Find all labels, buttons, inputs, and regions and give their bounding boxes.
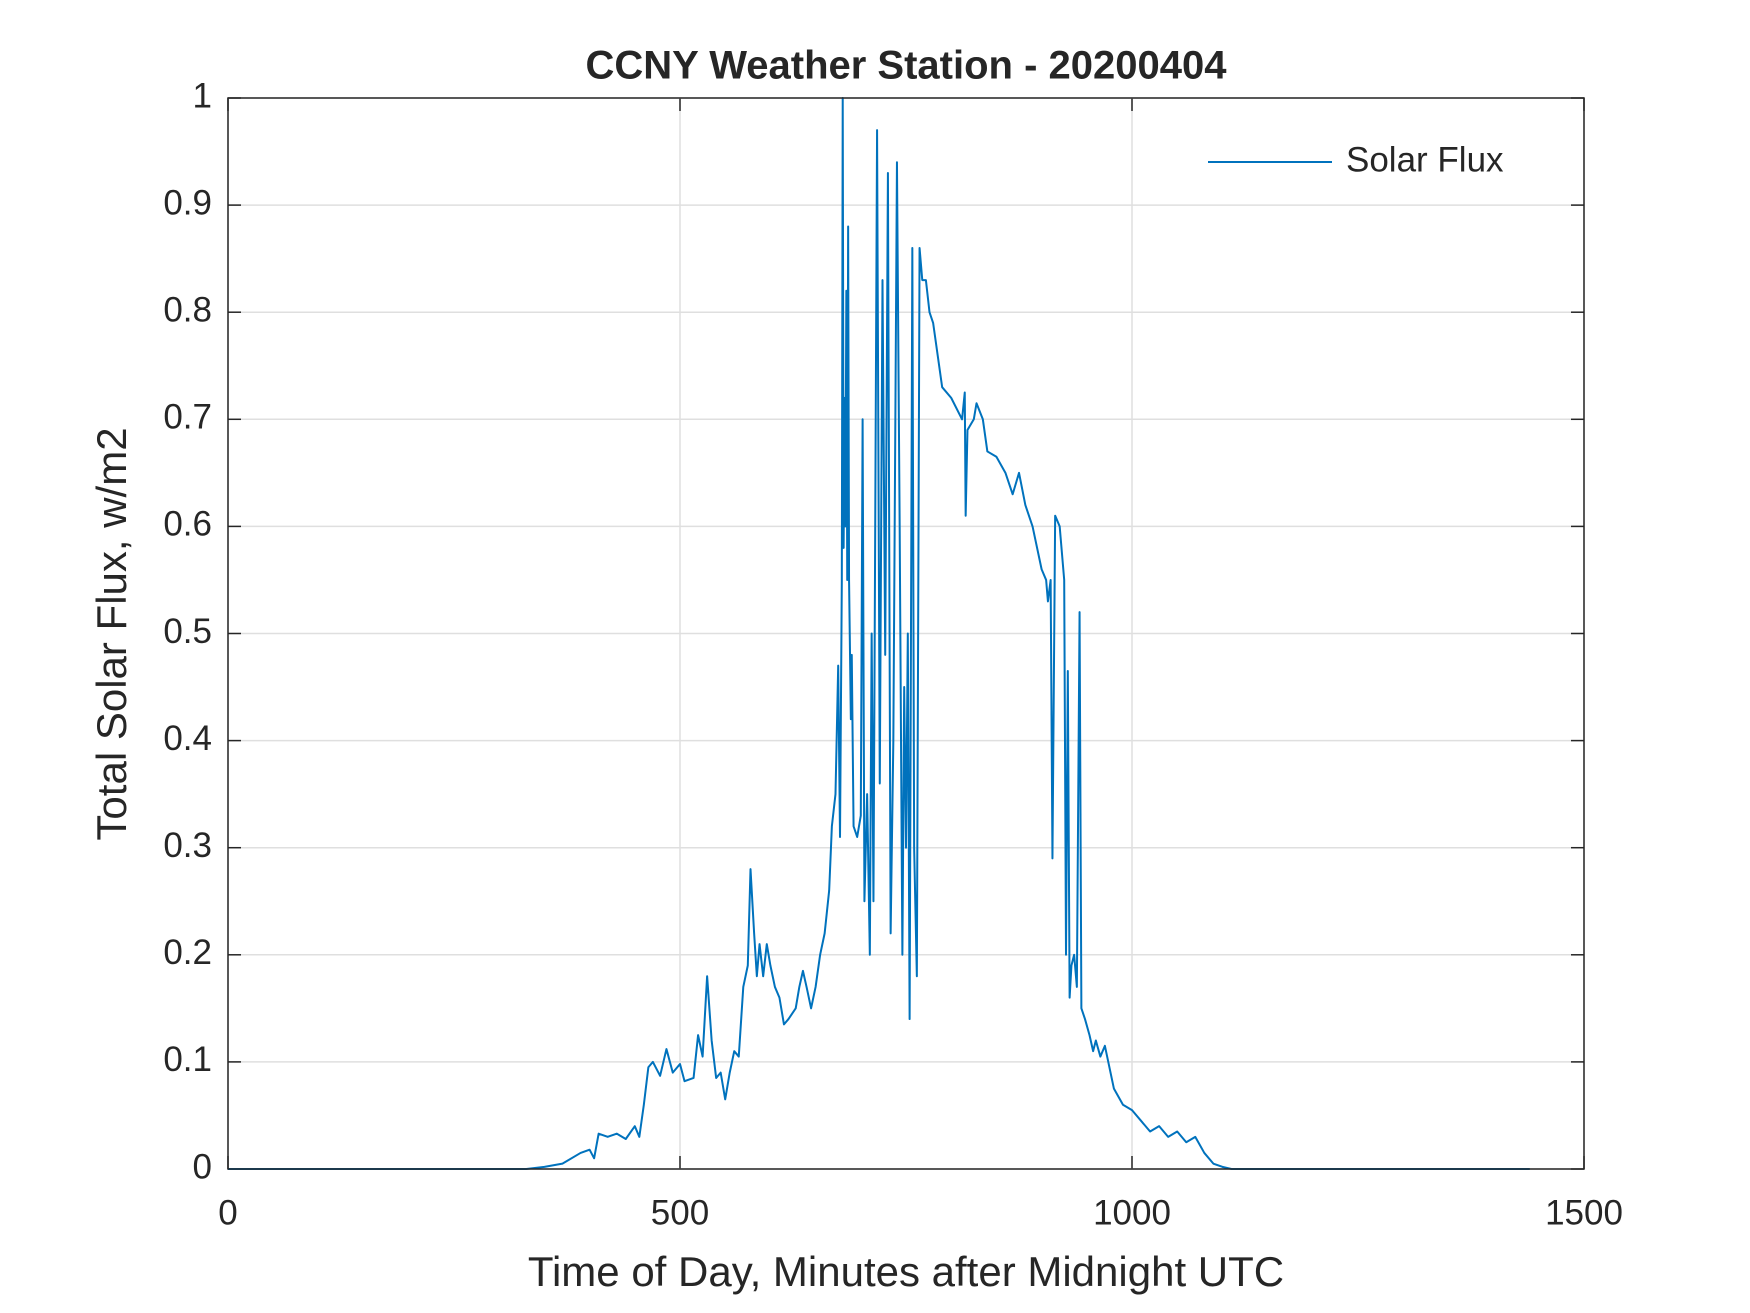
y-tick-label: 0.8	[163, 290, 212, 329]
legend-label: Solar Flux	[1346, 140, 1504, 179]
y-tick-label: 0.4	[163, 719, 212, 758]
x-tick-label: 500	[651, 1193, 709, 1232]
y-tick-label: 0.1	[163, 1040, 212, 1079]
x-tick-label: 0	[218, 1193, 237, 1232]
data-line	[228, 97, 1530, 1170]
y-tick-label: 0.9	[163, 183, 212, 222]
y-tick-label: 0.6	[163, 505, 212, 544]
y-axis-label: Total Solar Flux, w/m2	[88, 427, 135, 840]
y-tick-label: 0.5	[163, 612, 212, 651]
y-tick-label: 0.7	[163, 398, 212, 437]
axes-box	[227, 97, 1585, 1170]
chart-title: CCNY Weather Station - 20200404	[586, 44, 1228, 88]
y-tick-label: 1	[193, 76, 212, 115]
x-tick-label: 1500	[1545, 1193, 1623, 1232]
y-tick-label: 0.2	[163, 933, 212, 972]
x-tick-label: 1000	[1093, 1193, 1171, 1232]
y-tick-label: 0.3	[163, 826, 212, 865]
y-tick-label: 0	[193, 1147, 212, 1186]
x-axis-label: Time of Day, Minutes after Midnight UTC	[528, 1248, 1284, 1295]
